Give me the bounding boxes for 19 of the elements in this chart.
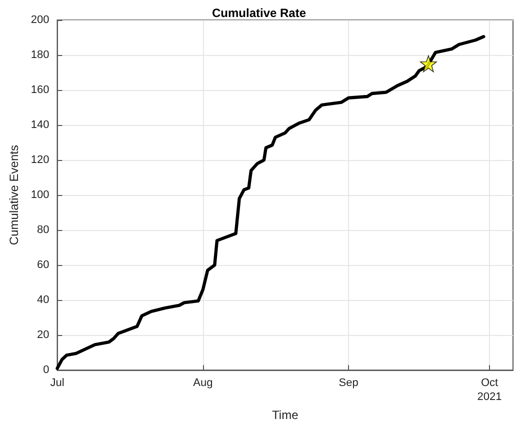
x-tick-label: Aug (193, 377, 213, 390)
y-tick-label: 60 (37, 259, 50, 272)
x-axis-title: Time (272, 408, 299, 422)
y-tick-label: 200 (30, 14, 50, 26)
x-tick-label: Sep (338, 377, 358, 390)
chart-title: Cumulative Rate (212, 6, 306, 20)
y-tick-label: 80 (37, 224, 50, 236)
y-tick-label: 180 (30, 49, 50, 62)
line-series (56, 35, 486, 370)
y-tick-label: 120 (30, 154, 50, 166)
x-tick-label: Oct 2021 (477, 377, 502, 404)
y-tick-label: 160 (30, 84, 50, 96)
y-tick-label: 20 (37, 329, 50, 342)
y-tick-label: 0 (43, 364, 50, 376)
y-tick-label: 100 (30, 189, 50, 202)
y-tick-label: 40 (37, 294, 50, 306)
y-axis-title: Cumulative Events (7, 145, 21, 246)
y-tick-label: 140 (30, 119, 50, 132)
x-tick-label: Jul (50, 377, 64, 390)
